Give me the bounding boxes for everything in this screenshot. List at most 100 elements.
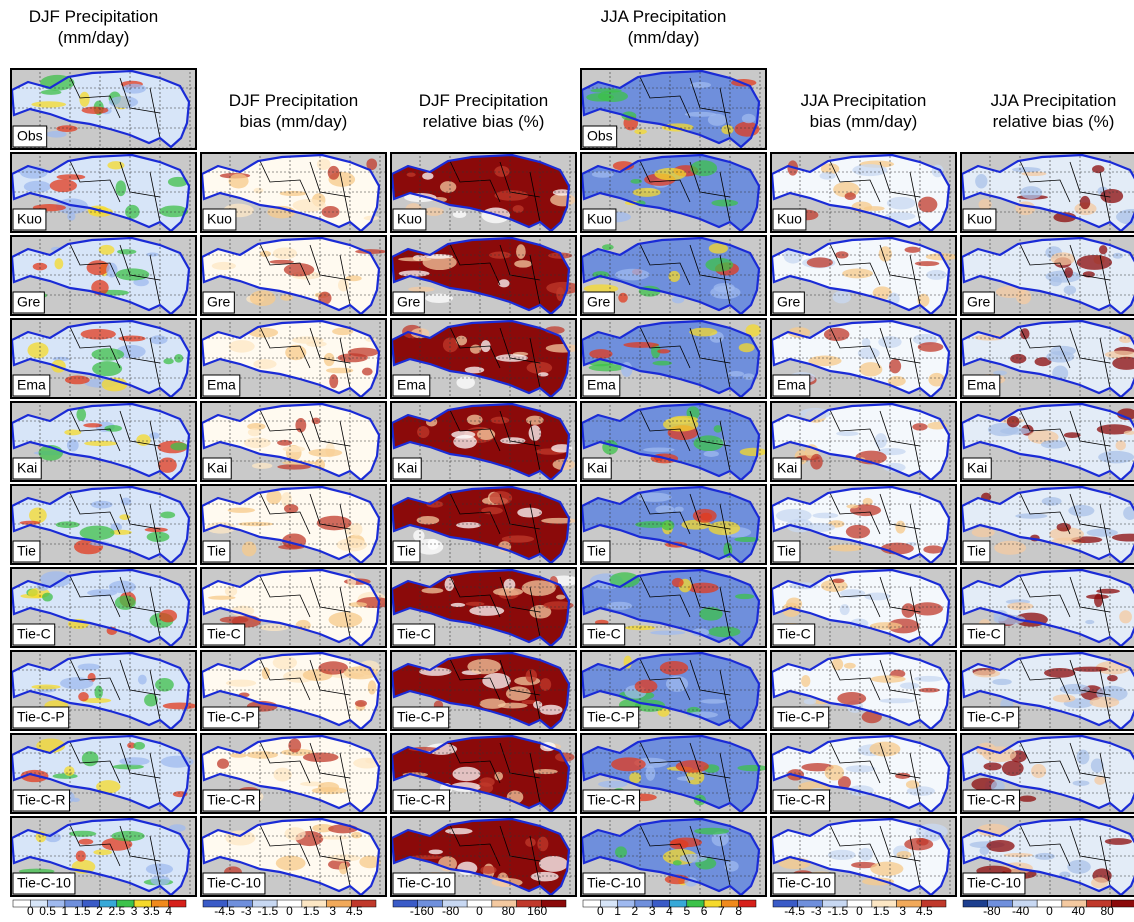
panel-label: Tie [397, 543, 416, 559]
field-patch [657, 349, 670, 353]
map-panel: Tie-C-P [960, 650, 1134, 731]
map-panel: Tie-C-R [580, 733, 768, 814]
map-panel: Tie-C-R [200, 733, 387, 814]
field-patch [456, 336, 467, 346]
field-patch [317, 158, 331, 169]
field-patch [842, 269, 873, 279]
colorbar-label: 4.5 [346, 904, 363, 917]
field-patch [82, 751, 99, 766]
panel-label: Gre [397, 294, 421, 310]
field-patch [149, 432, 159, 439]
panel-label: Gre [587, 294, 611, 310]
field-patch [470, 344, 481, 353]
colorbar-label: 40 [1072, 904, 1086, 917]
field-patch [983, 762, 1001, 770]
field-patch [700, 513, 712, 521]
field-patch [889, 359, 901, 373]
field-patch [833, 291, 852, 304]
field-patch [1073, 780, 1090, 786]
colorbar-label: -4.5 [784, 904, 805, 917]
field-patch [1098, 451, 1134, 464]
field-patch [906, 780, 919, 788]
field-patch [170, 442, 187, 450]
colorbar-label: 1.5 [873, 904, 890, 917]
map-panel: Tie-C-10 [770, 816, 957, 897]
field-patch [87, 260, 110, 275]
field-patch [31, 685, 60, 690]
field-patch [708, 626, 740, 637]
colorbar-label: 2.5 [108, 904, 125, 917]
map-panel: Tie-C-P [580, 650, 767, 731]
map-panel: Kai [960, 401, 1134, 482]
field-patch [526, 416, 544, 425]
field-patch [538, 372, 549, 376]
colorbar-label: 1.5 [303, 904, 320, 917]
panel-label: Tie-C-10 [207, 875, 261, 891]
field-patch [737, 765, 768, 771]
colorbar-label: 80 [502, 904, 516, 917]
field-patch [93, 849, 112, 855]
field-patch [159, 610, 177, 623]
field-patch [328, 166, 340, 180]
field-patch [83, 423, 102, 427]
map-panel: Tie-C-10 [10, 816, 197, 897]
field-patch [76, 850, 86, 861]
field-patch [615, 269, 649, 281]
field-patch [283, 446, 305, 452]
map-panel: Tie [390, 484, 577, 565]
panel-label: Tie [17, 543, 36, 559]
map-panel: Kuo [770, 152, 957, 233]
column-title: JJA Precipitation [601, 7, 727, 26]
field-patch [1119, 610, 1132, 623]
field-patch [871, 675, 906, 682]
map-panel: Tie-C [770, 567, 957, 648]
field-patch [527, 362, 553, 374]
field-patch [109, 96, 138, 108]
field-patch [975, 174, 987, 189]
field-patch [50, 179, 77, 192]
field-patch [229, 174, 249, 189]
field-patch [881, 543, 914, 555]
panel-label: Tie-C-R [207, 792, 255, 808]
map-panel: Tie-C-10 [200, 816, 387, 897]
field-patch [116, 180, 127, 196]
panel-label: Tie [207, 543, 226, 559]
field-patch [116, 268, 149, 280]
panel-label: Tie [967, 543, 986, 559]
field-patch [422, 588, 444, 594]
panel-label: Ema [967, 377, 996, 393]
field-patch [1090, 697, 1120, 708]
map-panel: Kai [580, 401, 767, 482]
map-panel: Kai [770, 401, 957, 482]
panel-label: Tie-C-R [777, 792, 825, 808]
field-patch [1053, 694, 1076, 702]
field-patch [551, 444, 572, 452]
colorbar-label: 80 [1100, 904, 1114, 917]
field-patch [840, 604, 850, 615]
field-patch [1007, 416, 1020, 427]
field-patch [27, 342, 48, 358]
panel-label: Tie-C-R [587, 792, 635, 808]
column-title: DJF Precipitation [419, 91, 548, 110]
field-patch [513, 205, 524, 213]
field-patch [407, 172, 416, 176]
field-patch [246, 751, 278, 758]
colorbar-label: -80 [442, 904, 460, 917]
field-patch [451, 603, 465, 607]
figure: DJF Precipitation(mm/day)ObsKuoGreEmaKai… [0, 0, 1134, 917]
map-panel: Obs [580, 68, 767, 150]
panel-label: Ema [397, 377, 426, 393]
map-panel: Ema [200, 318, 387, 399]
colorbar-label: -160 [410, 904, 434, 917]
field-patch [804, 699, 816, 705]
colorbar-label: 6 [701, 904, 708, 917]
panel-label: Kai [587, 460, 607, 476]
panel-label: Kuo [967, 211, 992, 227]
field-patch [230, 753, 247, 758]
field-patch [540, 678, 551, 691]
field-patch [1107, 675, 1118, 681]
field-patch [846, 525, 870, 539]
field-patch [422, 172, 433, 179]
field-patch [71, 798, 79, 802]
field-patch [1042, 497, 1062, 506]
